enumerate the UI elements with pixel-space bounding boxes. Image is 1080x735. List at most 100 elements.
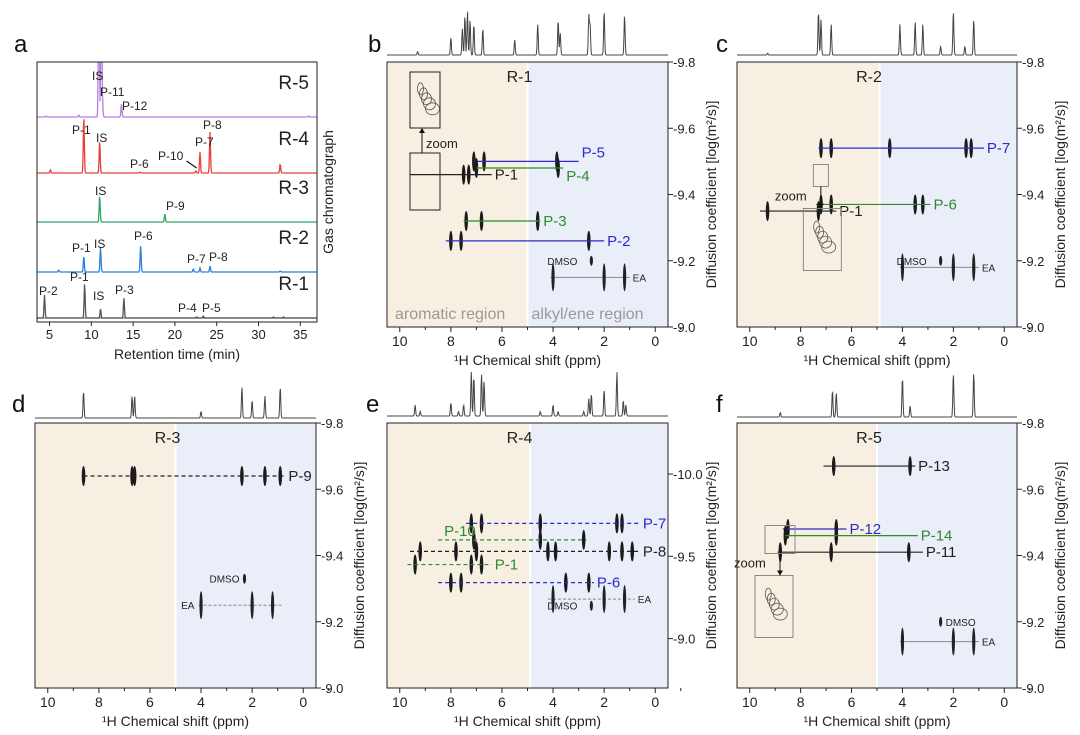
contour: [768, 597, 780, 611]
component-label: P-13: [918, 458, 950, 475]
peak-label: P-1: [72, 241, 91, 255]
component-label: P-4: [566, 168, 589, 185]
trace-label: R-4: [278, 129, 309, 150]
cross-peak: [630, 541, 635, 562]
x-tick-label: 25: [209, 327, 223, 342]
contour: [817, 230, 829, 244]
zoom-source-box: [409, 152, 441, 211]
panel-letter: f: [716, 391, 723, 418]
component-label: P-1: [495, 167, 518, 184]
peak-label: IS: [92, 69, 103, 83]
y-tick-label: -9.2: [673, 254, 695, 269]
plot-frame: [36, 61, 318, 323]
alkyl-region: [877, 423, 1017, 688]
alkyl-region: [530, 423, 668, 688]
zoom-label: zoom: [775, 189, 807, 204]
zoom-label: zoom: [734, 556, 766, 571]
arrow-icon: [186, 160, 197, 169]
cross-peak: [602, 263, 606, 292]
cross-peak: [449, 572, 453, 593]
cross-peak: [479, 554, 484, 575]
y-tick-label: -9.0: [321, 681, 343, 696]
peak-label: IS: [96, 131, 107, 145]
peak-label: P-11: [100, 85, 125, 99]
peak-label: IS: [94, 237, 105, 251]
x-axis-label: ¹H Chemical shift (ppm): [454, 713, 601, 729]
cross-peak: [972, 627, 976, 656]
x-axis-label: ¹H Chemical shift (ppm): [454, 352, 601, 368]
component-label: P-11: [926, 544, 957, 561]
cross-peak: [951, 627, 955, 656]
component-label: P-6: [597, 575, 620, 592]
proton-spectrum: [387, 371, 668, 417]
contour: [819, 235, 833, 249]
aromatic-region: [387, 423, 531, 688]
y-tick-label: -9.0: [1022, 681, 1044, 696]
contour: [766, 592, 776, 606]
proton-spectrum: [737, 13, 1017, 56]
x-tick-label: 10: [742, 333, 758, 349]
y-tick-label: -9.8: [1022, 416, 1044, 431]
proton-spectrum: [387, 11, 668, 56]
y-axis-label: Diffusion coefficient [log(m²/s)]: [703, 462, 719, 650]
gc-trace-R-2: [37, 246, 317, 273]
contour: [821, 240, 837, 254]
cross-peak: [939, 255, 943, 266]
region-label: aromatic region: [395, 306, 505, 323]
panel-title: R-4: [507, 430, 533, 447]
y-axis-label: Diffusion coefficient [log(m²/s)]: [351, 462, 367, 650]
cross-peak: [622, 585, 627, 614]
x-tick-label: 6: [146, 694, 154, 710]
x-tick-label: 2: [600, 694, 608, 710]
contour: [423, 97, 436, 111]
peak-label: P-3: [115, 283, 134, 297]
y-tick-label: -9.8: [1022, 55, 1044, 70]
cross-peak: [242, 573, 247, 584]
y-tick-label: -9.4: [321, 549, 343, 564]
alkyl-region: [175, 423, 316, 688]
x-tick-label: 15: [126, 327, 140, 342]
component-label: P-6: [933, 196, 956, 213]
peak-label: P-6: [130, 157, 149, 171]
x-axis-label: ¹H Chemical shift (ppm): [803, 352, 950, 368]
peak-label: P-10: [158, 149, 184, 163]
x-tick-label: 35: [293, 327, 307, 342]
x-tick-label: 0: [299, 694, 307, 710]
cross-peak: [553, 541, 558, 562]
contour: [813, 220, 821, 234]
solvent-label: EA: [638, 595, 652, 606]
peak-label: P-1: [72, 123, 91, 137]
trace-label: R-1: [278, 274, 309, 295]
solvent-label: DMSO: [547, 602, 577, 613]
x-tick-label: 2: [949, 694, 957, 710]
x-tick-label: 2: [949, 333, 957, 349]
cross-peak: [240, 466, 244, 486]
x-tick-label: 2: [600, 333, 608, 349]
cross-peak: [538, 529, 543, 550]
x-tick-label: 0: [1000, 694, 1008, 710]
x-axis-label: Retention time (min): [114, 346, 240, 362]
arrowhead-icon: [817, 203, 824, 209]
gc-trace-R-3: [37, 196, 317, 223]
y-tick-label: -9.5: [673, 549, 695, 564]
cross-peak: [546, 541, 550, 562]
arrowhead-icon: [418, 128, 425, 133]
solvent-label: DMSO: [209, 575, 239, 586]
x-tick-label: 6: [848, 333, 856, 349]
y-tick-label: -10.0: [673, 467, 703, 482]
contour: [772, 607, 788, 621]
y-axis-label: Diffusion coefficient [log(m²/s)]: [1052, 101, 1068, 289]
panel-letter: e: [366, 391, 379, 418]
cross-peak: [972, 253, 976, 282]
component-label: P-3: [543, 213, 566, 230]
region-label: alkyl/ene region: [532, 306, 644, 323]
panel-e-dosy: e R-4 EA DMSO P-7 P-10 P-8 P-1 P-6 10 8 6 4 2 0 -10.0 -9…: [366, 371, 719, 729]
panel-letter: b: [368, 31, 381, 58]
peak-label: P-7: [187, 252, 206, 266]
x-tick-label: 8: [797, 333, 805, 349]
peak-label: P-2: [39, 284, 58, 298]
x-tick-label: 8: [447, 333, 455, 349]
y-axis-label: Gas chromatograph: [320, 130, 336, 254]
trace-label: R-2: [278, 228, 309, 249]
panel-b-dosy: b R-1 EA DMSO P-5 P-4 P-1 P-3 P-2 zoom aromatic re…: [368, 11, 719, 368]
